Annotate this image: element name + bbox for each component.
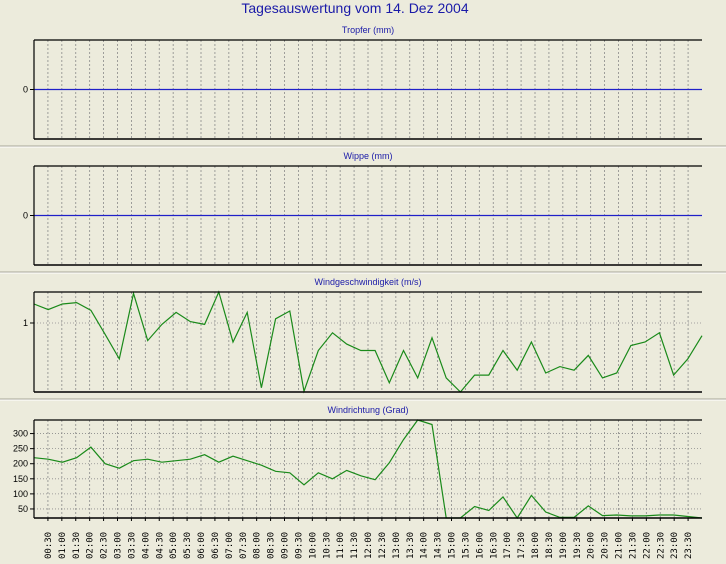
panel-title: Tropfer (mm): [342, 25, 394, 35]
x-tick-label: 23:00: [670, 532, 680, 559]
x-tick-label: 09:00: [281, 532, 291, 559]
x-tick-label: 07:00: [225, 532, 235, 559]
y-tick-label: 250: [13, 444, 28, 454]
panel-3: Windgeschwindigkeit (m/s) 1: [0, 277, 726, 401]
x-tick-label: 08:30: [267, 532, 277, 559]
x-tick-label: 04:00: [141, 532, 151, 559]
x-tick-label: 14:00: [420, 532, 430, 559]
chart-title: Tagesauswertung vom 14. Dez 2004: [241, 0, 468, 16]
x-tick-label: 13:30: [406, 532, 416, 559]
x-tick-label: 10:30: [322, 532, 332, 559]
x-tick-label: 09:30: [294, 532, 304, 559]
panel-4: Windrichtung (Grad) 300 250 200 150 100 50: [13, 405, 703, 520]
x-tick-label: 05:30: [183, 532, 193, 559]
x-tick-label: 20:00: [587, 532, 597, 559]
x-tick-label: 01:30: [72, 532, 82, 559]
x-tick-label: 08:00: [253, 532, 263, 559]
x-tick-label: 10:00: [308, 532, 318, 559]
x-tick-label: 06:30: [211, 532, 221, 559]
x-tick-label: 11:00: [336, 532, 346, 559]
x-tick-label: 23:30: [684, 532, 694, 559]
x-tick-label: 03:00: [114, 532, 124, 559]
x-tick-label: 16:00: [475, 532, 485, 559]
y-tick-label: 200: [13, 459, 28, 469]
panel-2: Wippe (mm) 0: [0, 151, 726, 274]
panel-title: Windrichtung (Grad): [327, 405, 408, 415]
x-tick-label: 02:30: [100, 532, 110, 559]
x-tick-label: 15:30: [461, 532, 471, 559]
series-line: [33, 419, 703, 520]
x-tick-label: 18:00: [531, 532, 541, 559]
x-tick-label: 21:30: [628, 532, 638, 559]
y-tick-label: 1: [23, 318, 28, 328]
x-axis: 00:30 01:00 01:30 02:00 02:30 03:00 03:30 04:00…: [44, 518, 694, 559]
x-tick-label: 13:00: [392, 532, 402, 559]
panel-title: Wippe (mm): [344, 151, 393, 161]
y-tick-label: 0: [23, 211, 28, 221]
x-tick-label: 19:30: [573, 532, 583, 559]
x-tick-label: 05:00: [169, 532, 179, 559]
x-tick-label: 18:30: [545, 532, 555, 559]
x-tick-label: 14:30: [434, 532, 444, 559]
x-tick-label: 03:30: [127, 532, 137, 559]
panel-1: Tropfer (mm) 0: [0, 25, 726, 148]
x-tick-label: 07:30: [239, 532, 249, 559]
x-tick-label: 22:00: [642, 532, 652, 559]
y-tick-label: 100: [13, 489, 28, 499]
x-tick-label: 17:00: [503, 532, 513, 559]
x-tick-label: 04:30: [155, 532, 165, 559]
y-tick-label: 50: [18, 504, 28, 514]
panel-title: Windgeschwindigkeit (m/s): [314, 277, 421, 287]
chart-panels: Tropfer (mm) 0 Wippe (mm) 0 Windgeschwindigk…: [0, 25, 726, 520]
x-tick-label: 12:30: [378, 532, 388, 559]
y-tick-label: 150: [13, 474, 28, 484]
y-tick-label: 0: [23, 85, 28, 95]
x-tick-label: 11:30: [350, 532, 360, 559]
x-tick-label: 20:30: [601, 532, 611, 559]
x-tick-label: 19:00: [559, 532, 569, 559]
x-tick-label: 01:00: [58, 532, 68, 559]
y-tick-label: 300: [13, 429, 28, 439]
x-tick-label: 17:30: [517, 532, 527, 559]
x-tick-label: 15:00: [448, 532, 458, 559]
x-tick-label: 06:00: [197, 532, 207, 559]
x-tick-label: 22:30: [656, 532, 666, 559]
x-tick-label: 12:00: [364, 532, 374, 559]
x-tick-label: 21:00: [615, 532, 625, 559]
x-tick-label: 16:30: [489, 532, 499, 559]
x-tick-label: 00:30: [44, 532, 54, 559]
series-line: [33, 290, 703, 394]
x-tick-label: 02:00: [86, 532, 96, 559]
